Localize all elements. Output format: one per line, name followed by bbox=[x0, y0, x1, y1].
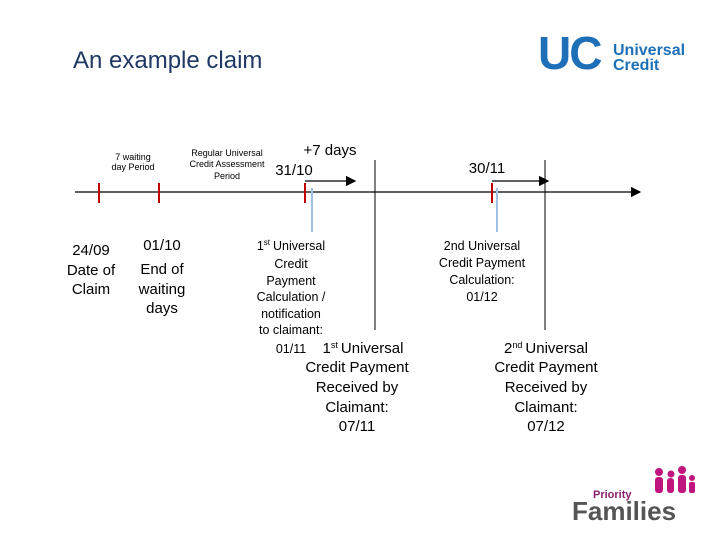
label: waiting bbox=[138, 281, 186, 298]
label: End of bbox=[140, 261, 184, 278]
uc-logo: UC Universal Credit bbox=[538, 27, 685, 79]
label: Calculation: bbox=[449, 273, 514, 287]
figures bbox=[655, 466, 695, 493]
label: Date of bbox=[67, 262, 116, 279]
label: Payment bbox=[266, 274, 316, 288]
ordinal: 1 bbox=[323, 340, 331, 357]
label: Regular Universal bbox=[191, 148, 263, 158]
label: 24/09 bbox=[72, 242, 110, 259]
label: Received by bbox=[316, 379, 399, 396]
label: notification bbox=[261, 307, 321, 321]
priority-families-logo: Priority Families bbox=[572, 466, 695, 526]
timeline bbox=[75, 160, 642, 330]
ordinal-suffix: st bbox=[331, 340, 339, 350]
heading-text: Universal bbox=[273, 239, 325, 253]
logo-text: Universal bbox=[613, 42, 685, 59]
label: 7 waiting bbox=[115, 152, 151, 162]
label: 01/10 bbox=[143, 237, 181, 254]
date: 31/10 bbox=[275, 162, 313, 179]
heading: 1st Universal bbox=[257, 238, 325, 253]
label: to claimant: bbox=[259, 323, 323, 337]
label: Claimant: bbox=[514, 399, 577, 416]
label: 01/11 bbox=[276, 342, 306, 356]
label: Credit Payment bbox=[305, 359, 409, 376]
label: 01/12 bbox=[466, 290, 497, 304]
ordinal: 2 bbox=[504, 340, 512, 357]
label: Credit Assessment bbox=[189, 159, 265, 169]
date: 30/11 bbox=[469, 160, 505, 177]
label: Credit Payment bbox=[439, 256, 526, 270]
heading-text: Universal bbox=[341, 340, 404, 357]
ordinal-suffix: st bbox=[264, 238, 271, 247]
logo-text: Priority bbox=[593, 489, 632, 501]
label: Credit Payment bbox=[494, 359, 598, 376]
label: 07/12 bbox=[527, 418, 565, 435]
heading-text: Universal bbox=[525, 340, 588, 357]
label: Claimant: bbox=[325, 399, 388, 416]
title: An example claim bbox=[73, 47, 262, 74]
logo-mark: UC bbox=[538, 27, 601, 79]
label: Calculation / bbox=[257, 290, 326, 304]
label: 07/11 bbox=[339, 418, 375, 435]
logo-text: Credit bbox=[613, 57, 660, 74]
ordinal-suffix: nd bbox=[512, 340, 522, 350]
label: Credit bbox=[274, 257, 308, 271]
label: +7 days bbox=[304, 142, 357, 159]
heading: 2nd Universal bbox=[504, 340, 588, 357]
label: Period bbox=[214, 171, 240, 181]
heading: 1st Universal bbox=[323, 340, 404, 357]
label: days bbox=[146, 300, 178, 317]
label: Received by bbox=[505, 379, 588, 396]
label: Claim bbox=[72, 281, 110, 298]
logo-text: Families bbox=[572, 496, 676, 526]
label: 2nd Universal bbox=[444, 239, 520, 253]
label: day Period bbox=[111, 162, 154, 172]
ordinal: 1 bbox=[257, 239, 264, 253]
